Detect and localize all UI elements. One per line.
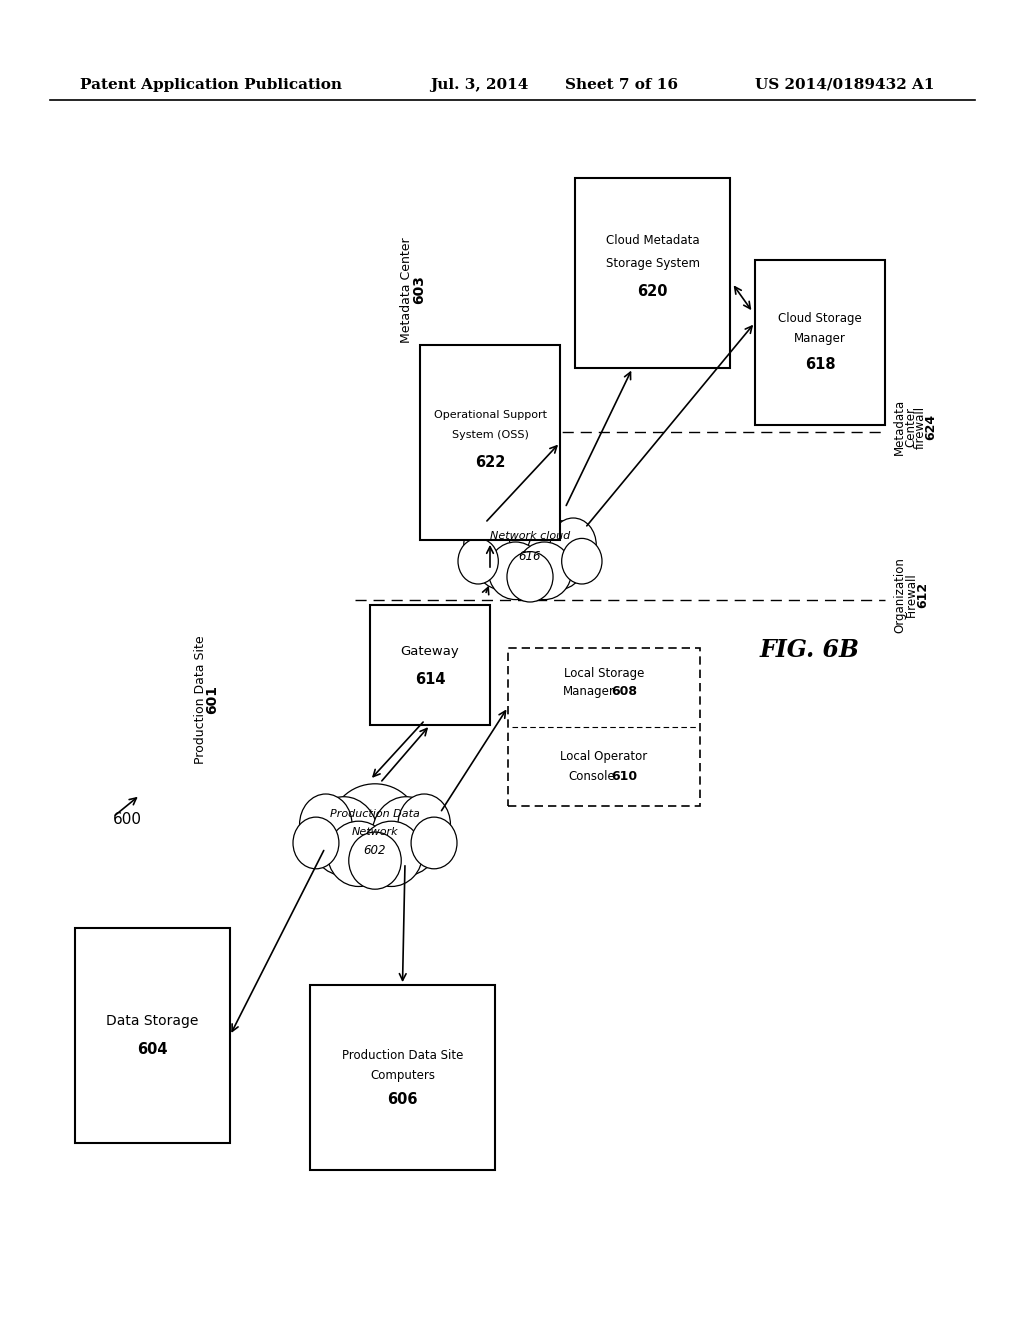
- Text: 612: 612: [916, 582, 929, 609]
- Bar: [370, 605, 490, 725]
- Text: 600: 600: [113, 813, 142, 828]
- Text: Gateway: Gateway: [400, 644, 460, 657]
- Ellipse shape: [411, 817, 457, 869]
- Text: Network cloud: Network cloud: [489, 531, 570, 541]
- Text: Organization: Organization: [893, 557, 906, 632]
- Text: Network: Network: [351, 828, 398, 837]
- Text: Production Data: Production Data: [330, 809, 420, 818]
- Text: 620: 620: [637, 284, 668, 298]
- Text: 608: 608: [611, 685, 637, 698]
- Text: Computers: Computers: [370, 1069, 435, 1082]
- Text: 610: 610: [611, 770, 637, 783]
- Ellipse shape: [507, 552, 553, 602]
- Ellipse shape: [517, 543, 571, 599]
- Ellipse shape: [458, 539, 499, 583]
- Ellipse shape: [488, 543, 543, 599]
- Text: 606: 606: [387, 1092, 418, 1107]
- Text: US 2014/0189432 A1: US 2014/0189432 A1: [755, 78, 935, 92]
- Text: Operational Support: Operational Support: [433, 409, 547, 420]
- Ellipse shape: [562, 539, 602, 583]
- Bar: [75, 928, 230, 1143]
- Bar: [508, 648, 700, 807]
- Text: Cloud Storage: Cloud Storage: [778, 312, 862, 325]
- Ellipse shape: [349, 832, 401, 890]
- Text: Metadata: Metadata: [893, 399, 906, 455]
- Ellipse shape: [372, 797, 440, 875]
- Text: 602: 602: [364, 843, 386, 857]
- Text: Sheet 7 of 16: Sheet 7 of 16: [565, 78, 678, 92]
- Ellipse shape: [328, 821, 390, 887]
- Text: Metadata Center: Metadata Center: [400, 238, 414, 343]
- Ellipse shape: [398, 795, 451, 855]
- Ellipse shape: [464, 517, 510, 572]
- Text: FIG. 6B: FIG. 6B: [760, 638, 860, 663]
- Ellipse shape: [309, 797, 378, 875]
- Text: Local Operator: Local Operator: [560, 750, 647, 763]
- Ellipse shape: [490, 510, 569, 587]
- Bar: [575, 178, 730, 368]
- Text: Patent Application Publication: Patent Application Publication: [80, 78, 342, 92]
- Text: Local Storage: Local Storage: [564, 667, 644, 680]
- Text: Firewall: Firewall: [905, 573, 918, 618]
- Ellipse shape: [527, 520, 588, 590]
- Text: 614: 614: [415, 672, 445, 686]
- Text: 618: 618: [805, 356, 836, 372]
- Text: 622: 622: [475, 455, 505, 470]
- Text: Jul. 3, 2014: Jul. 3, 2014: [430, 78, 528, 92]
- Ellipse shape: [293, 817, 339, 869]
- Ellipse shape: [360, 821, 423, 887]
- Text: Cloud Metadata: Cloud Metadata: [605, 235, 699, 248]
- Text: Data Storage: Data Storage: [106, 1015, 199, 1028]
- Text: firewall: firewall: [914, 405, 927, 449]
- Text: Production Data Site: Production Data Site: [342, 1049, 463, 1063]
- Bar: [420, 345, 560, 540]
- Text: 601: 601: [205, 685, 219, 714]
- Text: 603: 603: [412, 276, 426, 305]
- Text: System (OSS): System (OSS): [452, 429, 528, 440]
- Ellipse shape: [330, 784, 420, 873]
- Text: Production Data Site: Production Data Site: [194, 636, 207, 764]
- Text: Manager: Manager: [563, 685, 615, 698]
- Ellipse shape: [472, 520, 532, 590]
- Text: Console: Console: [568, 770, 615, 783]
- Text: Center: Center: [904, 407, 918, 447]
- Text: 624: 624: [924, 414, 937, 440]
- Bar: [310, 985, 495, 1170]
- Ellipse shape: [300, 795, 352, 855]
- Text: Storage System: Storage System: [605, 256, 699, 269]
- Ellipse shape: [550, 517, 596, 572]
- Text: Manager: Manager: [794, 333, 846, 345]
- Text: 604: 604: [137, 1041, 168, 1057]
- Bar: [755, 260, 885, 425]
- Text: 616: 616: [519, 549, 542, 562]
